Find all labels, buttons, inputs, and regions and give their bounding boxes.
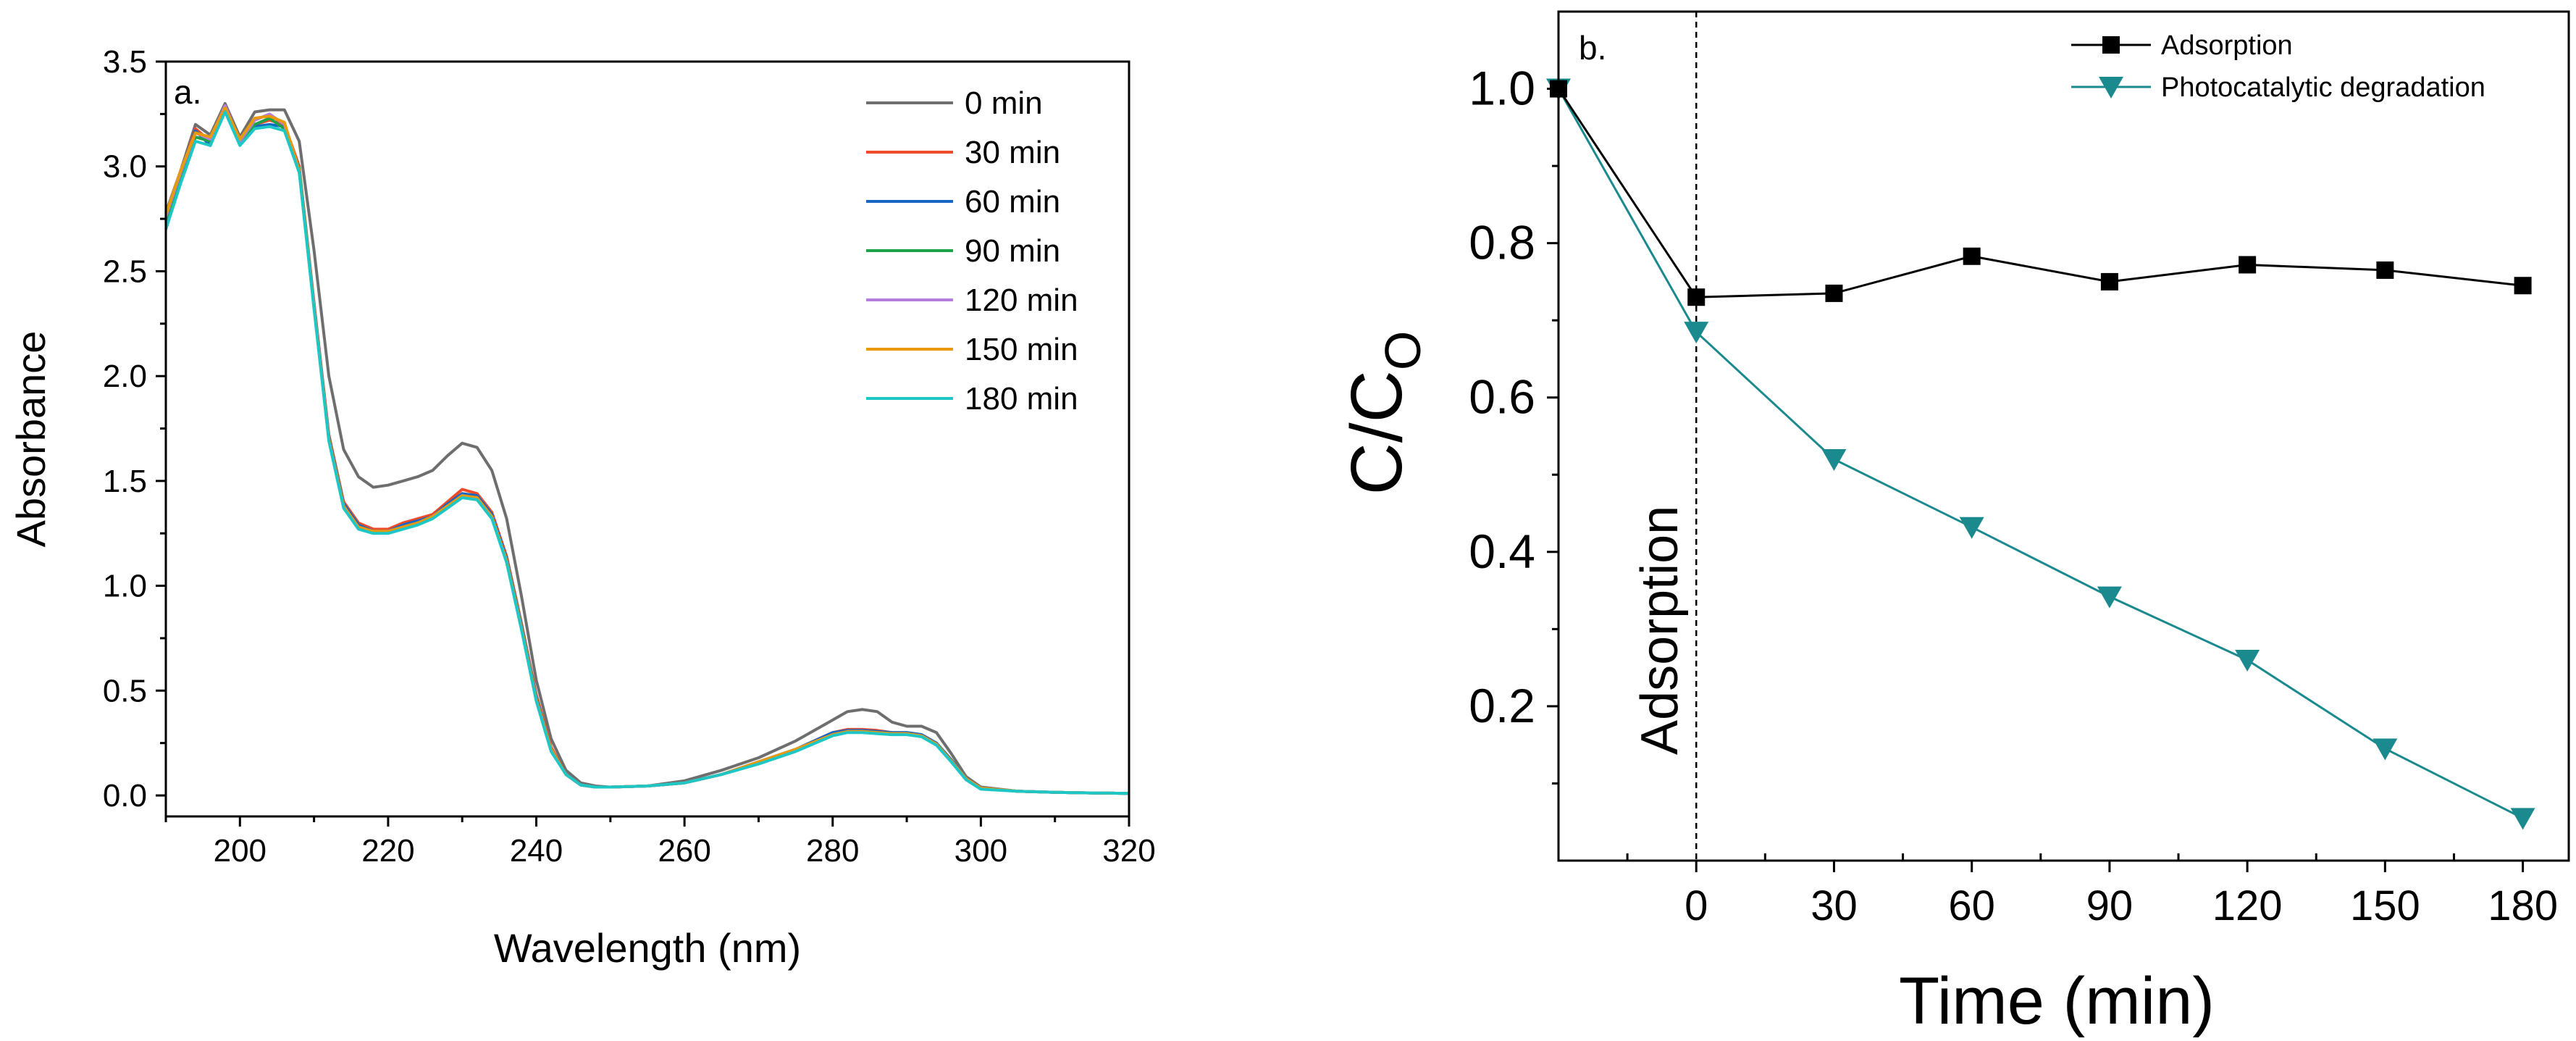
y-tick-label: 2.0 — [103, 359, 147, 394]
x-tick-label: 240 — [510, 833, 563, 869]
panel-b-x-ticks: 0 30 60 90 120 150 180 — [1626, 853, 2558, 929]
panel-a-x-axis-label: Wavelength (nm) — [494, 925, 801, 971]
y-axis-label-main: C/C — [1336, 370, 1417, 495]
y-tick-label: 2.5 — [103, 254, 147, 289]
x-tick-label: 0 — [1685, 882, 1708, 929]
y-tick-label: 1.5 — [103, 464, 147, 499]
y-tick-label: 0.5 — [103, 673, 147, 708]
panel-a-frame — [164, 60, 1130, 818]
legend-swatch-marker — [2099, 77, 2123, 99]
y-tick-label: 1.0 — [103, 569, 147, 604]
series-line-photocatalytic-degradation — [1557, 88, 2524, 819]
series-line-180-min — [164, 110, 1130, 795]
y-tick-label: 0.2 — [1469, 679, 1535, 732]
y-tick-label: 0.6 — [1469, 370, 1535, 424]
y-tick-label: 3.5 — [103, 44, 147, 80]
data-point-photocatalytic-degradation — [1821, 448, 1847, 471]
data-point-adsorption — [2100, 272, 2118, 290]
y-tick-label: 0.8 — [1469, 216, 1535, 269]
data-point-photocatalytic-degradation — [1959, 517, 1984, 539]
x-tick-label: 300 — [955, 833, 1007, 869]
legend-label: 150 min — [965, 332, 1078, 367]
panel-a-legend: 0 min 30 min 60 min 90 min 120 min 150 min 180… — [866, 85, 1078, 417]
legend-label: 90 min — [965, 233, 1060, 269]
data-point-adsorption — [2376, 261, 2394, 279]
legend-label: 120 min — [965, 283, 1078, 318]
x-tick-label: 150 — [2350, 882, 2420, 929]
panel-b-y-axis-label: C/CO — [1336, 331, 1431, 496]
data-point-photocatalytic-degradation — [2097, 586, 2122, 609]
legend-label: 180 min — [965, 381, 1078, 417]
x-tick-label: 280 — [806, 833, 859, 869]
data-point-adsorption — [2239, 256, 2257, 274]
legend-label: Adsorption — [2161, 30, 2293, 61]
x-tick-label: 320 — [1102, 833, 1155, 869]
data-point-photocatalytic-degradation — [2372, 738, 2398, 761]
panel-a-y-ticks: 0.0 0.5 1.0 1.5 2.0 2.5 3.0 3.5 — [103, 44, 166, 814]
data-point-adsorption — [1825, 284, 1843, 302]
legend-label: 0 min — [965, 85, 1043, 121]
data-point-adsorption — [2514, 277, 2532, 295]
panel-a-label: a. — [174, 73, 201, 111]
x-tick-label: 180 — [2488, 882, 2558, 929]
y-tick-label: 1.0 — [1469, 62, 1535, 115]
y-tick-label: 0.0 — [103, 778, 147, 814]
panel-a-y-axis-label: Absorbance — [8, 331, 54, 548]
panel-b-y-ticks: 0.2 0.4 0.6 0.8 1.0 — [1469, 62, 1558, 785]
legend-label: 60 min — [965, 184, 1060, 220]
x-tick-label: 200 — [214, 833, 267, 869]
data-point-photocatalytic-degradation — [1684, 322, 1709, 344]
x-tick-label: 60 — [1948, 882, 1995, 929]
x-tick-label: 260 — [658, 833, 710, 869]
panel-a-series-group — [164, 101, 1130, 795]
series-line-0-min — [164, 101, 1130, 795]
panel-b-x-axis-label: Time (min) — [1899, 964, 2215, 1038]
x-tick-label: 30 — [1811, 882, 1858, 929]
legend-label: 30 min — [965, 135, 1060, 170]
data-point-adsorption — [1687, 288, 1706, 306]
x-tick-label: 90 — [2086, 882, 2134, 929]
x-tick-label: 120 — [2212, 882, 2283, 929]
panel-b-legend: Adsorption Photocatalytic degradation — [2071, 30, 2485, 103]
panel-a-x-ticks: 200 220 240 260 280 300 320 — [164, 816, 1156, 869]
x-tick-label: 220 — [361, 833, 414, 869]
data-point-adsorption — [1963, 247, 1981, 265]
legend-swatch-marker — [2102, 36, 2120, 54]
panel-b-removal-chart: 0 30 60 90 120 150 180 0.2 0.4 0.6 0.8 1.0 b. Adso… — [1336, 10, 2570, 1038]
series-line-adsorption — [1557, 88, 2523, 298]
y-tick-label: 3.0 — [103, 149, 147, 185]
data-point-photocatalytic-degradation — [2510, 808, 2535, 830]
adsorption-annotation: Adsorption — [1631, 506, 1689, 755]
y-axis-label-subscript: O — [1375, 331, 1431, 370]
panel-b-frame — [1557, 10, 2570, 862]
data-point-photocatalytic-degradation — [2235, 649, 2260, 672]
panel-b-series-group — [1546, 78, 2535, 830]
panel-a-absorbance-chart: 200 220 240 260 280 300 320 0.0 0.5 1.0 1.5 2.0 2.5… — [8, 44, 1156, 971]
y-tick-label: 0.4 — [1469, 524, 1535, 578]
legend-label: Photocatalytic degradation — [2161, 72, 2485, 103]
panel-b-label: b. — [1579, 29, 1606, 67]
